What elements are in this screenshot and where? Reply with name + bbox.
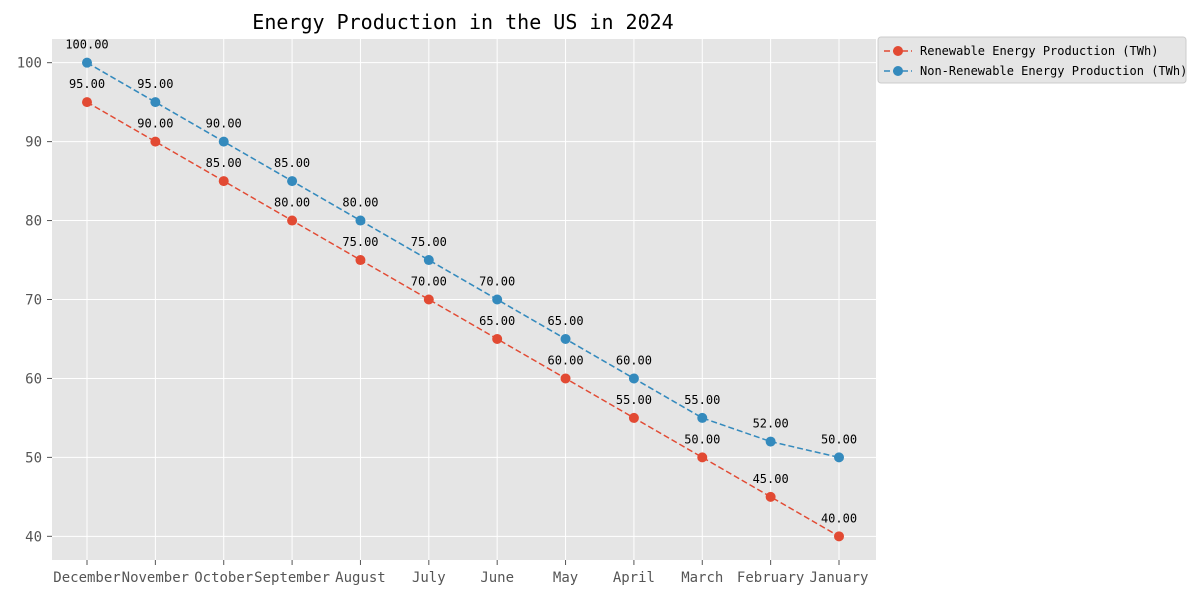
data-label: 70.00 [479,275,515,289]
data-label: 85.00 [206,156,242,170]
legend-box [877,36,1187,84]
data-label: 95.00 [137,77,173,91]
y-axis: 40 50 60 70 80 90 100 [17,56,52,545]
data-point [765,491,776,502]
x-tick-label: June [480,570,514,586]
legend-marker [893,66,903,76]
data-label: 65.00 [547,314,583,328]
series-line [86,62,840,459]
y-tick-label: 100 [17,56,42,72]
data-label: 65.00 [479,314,515,328]
data-point [697,452,708,463]
data-label: 90.00 [206,117,242,131]
x-axis: December November October September August Ju… [53,560,869,586]
legend: Renewable Energy Production (TWh) Non-Ren… [877,36,1187,84]
data-point [82,97,92,108]
y-tick-label: 60 [25,371,42,387]
data-point [697,412,708,423]
data-label: 75.00 [342,235,378,249]
y-tick-label: 40 [25,529,42,545]
x-tick-label: July [412,570,446,586]
x-tick-label: January [809,570,868,586]
data-label: 60.00 [547,353,583,367]
data-label: 90.00 [137,117,173,131]
data-label: 75.00 [411,235,447,249]
data-point [492,294,503,305]
series-layer: 95.00 90.00 85.00 80.00 75.00 70.00 65.00 60.00… [65,38,857,542]
data-label: 52.00 [753,417,789,431]
data-label: 70.00 [411,275,447,289]
data-point [150,97,161,108]
y-tick-label: 80 [25,214,42,230]
data-point [628,373,639,384]
data-label: 55.00 [616,393,652,407]
y-tick-label: 70 [25,293,42,309]
grid-lines [52,39,876,560]
data-label: 55.00 [684,393,720,407]
data-label: 60.00 [616,353,652,367]
data-label: 50.00 [684,432,720,446]
data-point [423,255,434,266]
x-tick-label: March [681,570,723,586]
x-tick-label: October [194,570,253,586]
x-tick-label: May [553,570,578,586]
data-label: 80.00 [342,196,378,210]
data-point [355,255,366,266]
data-label: 45.00 [753,472,789,486]
legend-item: Non-Renewable Energy Production (TWh) [884,64,1187,78]
data-point [834,531,844,542]
data-label: 50.00 [821,432,857,446]
legend-label: Renewable Energy Production (TWh) [920,44,1158,58]
data-point [355,215,366,226]
x-tick-label: September [254,570,330,586]
data-point [218,136,229,147]
series-line [86,101,840,537]
legend-label: Non-Renewable Energy Production (TWh) [920,64,1187,78]
x-tick-label: April [613,570,655,586]
y-tick-label: 90 [25,135,42,151]
data-point [628,412,639,423]
data-label: 80.00 [274,196,310,210]
series-0: 95.00 90.00 85.00 80.00 75.00 70.00 65.00 60.00… [69,77,857,542]
data-point [287,176,298,187]
data-point [287,215,298,226]
chart-title: Energy Production in the US in 2024 [252,10,673,34]
x-tick-label: November [122,570,189,586]
series-1: 100.00 95.00 90.00 85.00 80.00 75.00 70.00 65.0… [65,38,857,463]
data-label: 40.00 [821,511,857,525]
data-point [82,57,92,68]
data-point [492,333,503,344]
data-point [150,136,161,147]
data-point [765,436,776,447]
data-label: 95.00 [69,77,105,91]
data-point [560,333,571,344]
y-tick-label: 50 [25,450,42,466]
x-tick-label: February [737,570,804,586]
data-point [218,176,229,187]
legend-marker [893,46,903,56]
x-tick-label: August [335,570,386,586]
data-label: 85.00 [274,156,310,170]
data-label: 100.00 [65,38,108,52]
x-tick-label: December [53,570,120,586]
data-point [560,373,571,384]
legend-item: Renewable Energy Production (TWh) [884,44,1158,58]
data-point [834,452,844,463]
data-point [423,294,434,305]
